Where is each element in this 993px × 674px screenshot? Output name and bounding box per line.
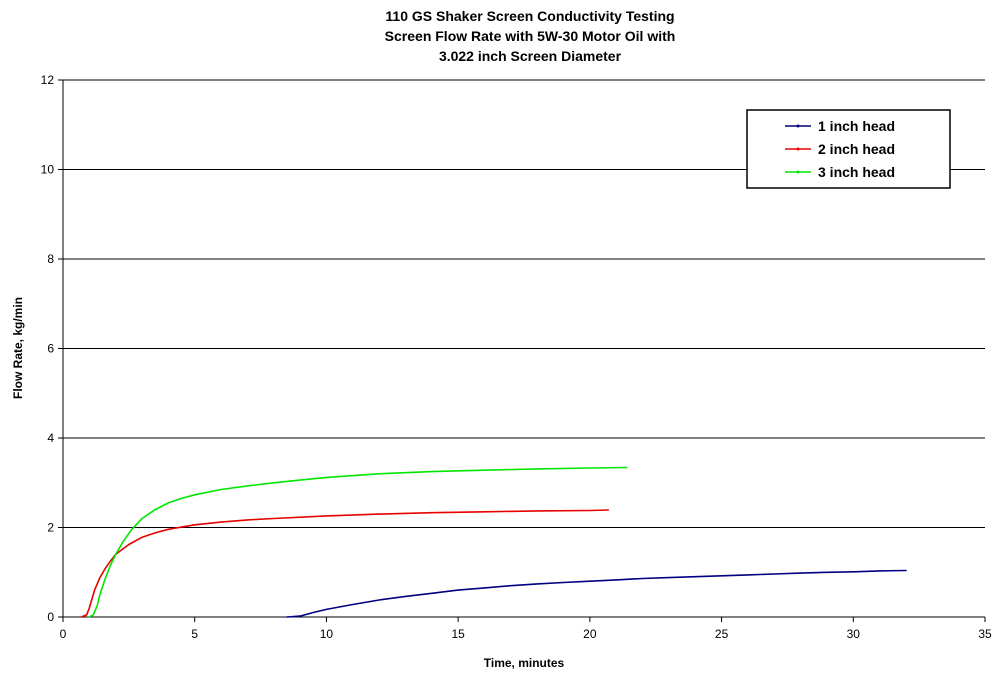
gridlines xyxy=(63,79,985,528)
legend-box xyxy=(746,109,951,189)
legend: 1 inch head 2 inch head 3 inch head xyxy=(746,109,951,189)
chart-title-line-3: 3.022 inch Screen Diameter xyxy=(439,48,622,64)
legend-marker xyxy=(796,170,800,174)
legend-label: 3 inch head xyxy=(818,164,895,180)
y-tick-label: 2 xyxy=(47,521,54,535)
x-tick-label: 25 xyxy=(715,627,729,641)
x-tick-label: 15 xyxy=(451,627,465,641)
y-tick-label: 0 xyxy=(47,610,54,624)
chart-title-line-2: Screen Flow Rate with 5W-30 Motor Oil wi… xyxy=(385,28,676,44)
y-axis-label: Flow Rate, kg/min xyxy=(11,297,25,399)
y-tick-label: 8 xyxy=(47,252,54,266)
y-tick-label: 6 xyxy=(47,342,54,356)
x-tick-label: 0 xyxy=(60,627,67,641)
axes xyxy=(58,79,986,622)
x-tick-label: 20 xyxy=(583,627,597,641)
legend-marker xyxy=(796,124,800,128)
x-axis-label: Time, minutes xyxy=(484,656,565,670)
y-tick-label: 10 xyxy=(41,163,55,177)
y-tick-labels: 0 2 4 6 8 10 12 xyxy=(41,73,55,624)
chart-title-line-1: 110 GS Shaker Screen Conductivity Testin… xyxy=(385,8,674,24)
x-tick-labels: 0 5 10 15 20 25 30 35 xyxy=(60,627,992,641)
x-tick-label: 35 xyxy=(978,627,992,641)
y-tick-label: 12 xyxy=(41,73,55,87)
x-tick-label: 5 xyxy=(191,627,198,641)
series-line-2 xyxy=(80,509,610,618)
x-tick-label: 10 xyxy=(320,627,334,641)
chart-title: 110 GS Shaker Screen Conductivity Testin… xyxy=(385,8,676,64)
legend-label: 1 inch head xyxy=(818,118,895,134)
series-line-3 xyxy=(88,466,628,618)
legend-entries: 1 inch head 2 inch head 3 inch head xyxy=(785,118,895,180)
legend-label: 2 inch head xyxy=(818,141,895,157)
x-tick-label: 30 xyxy=(847,627,861,641)
series-line-1 xyxy=(286,569,907,618)
legend-marker xyxy=(796,147,800,151)
y-tick-label: 4 xyxy=(47,431,54,445)
series-lines xyxy=(80,466,907,618)
